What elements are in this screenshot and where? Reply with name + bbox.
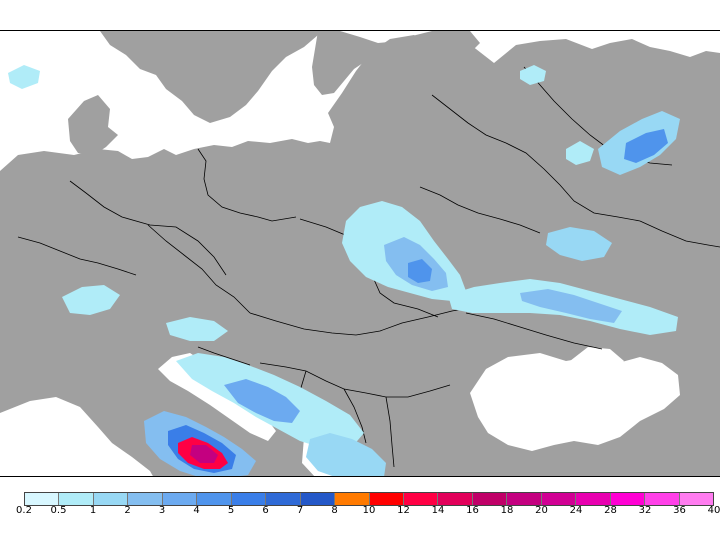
legend <box>24 492 714 506</box>
precipitation-layer <box>8 65 680 476</box>
legend-label: 16 <box>466 505 479 516</box>
precip-belarus-center <box>408 259 432 283</box>
legend-swatch-16 <box>541 493 577 505</box>
precip-north-russia-2 <box>566 141 594 165</box>
denmark-landmass <box>68 95 118 155</box>
legend-label: 12 <box>397 505 410 516</box>
legend-swatch-9 <box>300 493 336 505</box>
legend-label: 20 <box>535 505 548 516</box>
legend-swatch-3 <box>93 493 129 505</box>
legend-swatch-15 <box>507 493 542 505</box>
legend-swatch-14 <box>472 493 508 505</box>
scandinavia-coastline <box>100 31 324 123</box>
legend-label: 28 <box>604 505 617 516</box>
legend-label: 2 <box>124 505 131 516</box>
precip-balkans-core <box>224 379 300 423</box>
legend-label: 6 <box>262 505 269 516</box>
legend-swatch-4 <box>128 493 163 505</box>
legend-label: 32 <box>638 505 652 516</box>
legend-swatches <box>24 492 714 506</box>
legend-swatch-7 <box>231 493 267 505</box>
legend-label: 18 <box>500 505 514 516</box>
legend-label: 10 <box>362 505 376 516</box>
legend-swatch-6 <box>197 493 232 505</box>
legend-label: 14 <box>431 505 445 516</box>
legend-swatch-2 <box>59 493 94 505</box>
legend-labels: 0.2 0.5 1 2 3 4 5 6 7 8 10 12 14 16 18 20 24 28 32 36 40 <box>0 505 720 525</box>
precip-north-russia-1 <box>520 65 546 85</box>
legend-swatch-19 <box>645 493 680 505</box>
legend-label: 24 <box>569 505 583 516</box>
finland-landmass <box>312 31 480 95</box>
legend-swatch-17 <box>576 493 611 505</box>
precip-russia-core <box>624 129 668 163</box>
legend-label: 40 <box>707 505 720 516</box>
legend-swatch-5 <box>162 493 198 505</box>
legend-swatch-20 <box>679 493 714 505</box>
legend-label: 8 <box>331 505 338 516</box>
legend-label: 1 <box>89 505 97 516</box>
legend-label: 0.2 <box>16 505 32 516</box>
legend-swatch-10 <box>335 493 370 505</box>
precip-west-small-3 <box>8 65 40 89</box>
legend-swatch-13 <box>438 493 473 505</box>
legend-label: 36 <box>673 505 686 516</box>
legend-label: 0.5 <box>50 505 67 516</box>
precip-greece-zone <box>306 433 386 476</box>
adriatic-sea <box>158 353 276 441</box>
legend-swatch-8 <box>266 493 301 505</box>
black-sea <box>470 353 680 451</box>
legend-label: 4 <box>193 505 200 516</box>
mediterranean-sea <box>0 397 153 476</box>
precip-west-small-2 <box>166 317 228 341</box>
legend-swatch-12 <box>403 493 439 505</box>
precip-ukraine-core <box>520 289 622 323</box>
legend-label: 7 <box>296 505 304 516</box>
legend-swatch-1 <box>25 493 60 505</box>
legend-swatch-11 <box>369 493 404 505</box>
caspian-adjacent-sea <box>570 347 624 375</box>
legend-swatch-18 <box>610 493 646 505</box>
precip-west-small-1 <box>62 285 120 315</box>
precipitation-map <box>0 30 720 477</box>
map-svg <box>0 31 720 476</box>
legend-label: 5 <box>227 505 235 516</box>
legend-label: 3 <box>158 505 166 516</box>
precip-east-ukraine <box>546 227 612 261</box>
precip-italy-max <box>190 445 218 463</box>
